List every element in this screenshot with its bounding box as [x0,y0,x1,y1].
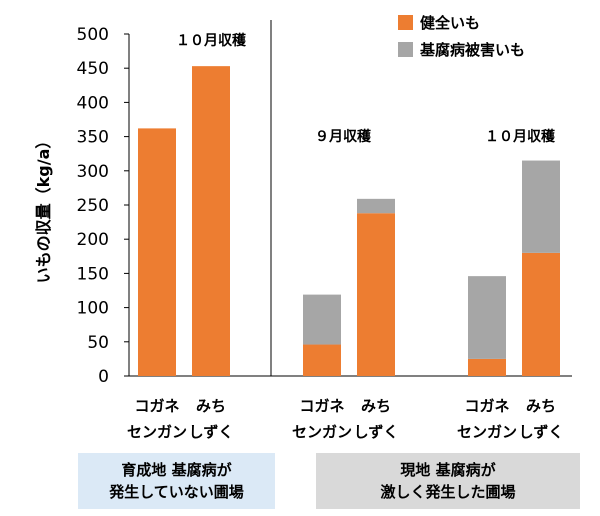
harvest-label: ９月収穫 [315,128,372,145]
bar-healthy [192,66,230,376]
legend-label: 基腐病被害いも [419,41,525,59]
y-axis: 0 50 100 150 200 250 300 350 400 450 500 [77,20,572,387]
y-tick-label: 300 [77,162,109,182]
legend-swatch [398,42,413,57]
x-tick-label: センガン [292,423,352,441]
harvest-label: １０月収穫 [176,32,247,49]
x-tick-label: センガン [457,423,517,441]
x-tick-label: しずく [519,423,564,441]
legend-swatch [398,15,413,30]
y-tick-label: 500 [77,25,109,45]
bar-diseased [468,276,506,359]
x-tick-label: みち [526,397,556,415]
x-tick-label: しずく [189,423,234,441]
y-tick-label: 450 [77,59,109,79]
x-tick-label: コガネ [464,397,509,415]
y-tick-label: 400 [77,93,109,113]
bar-diseased [522,160,560,253]
group-label-line: 発生していない圃場 [109,483,244,501]
y-tick-label: 0 [98,367,109,387]
bar-healthy [522,252,560,376]
stacked-bar-chart: 0 50 100 150 200 250 300 350 400 450 500 １０月収穫 ９月収穫… [34,14,572,441]
y-tick-label: 200 [77,230,109,250]
legend-label: 健全いも [420,14,480,32]
x-tick-label: しずく [354,423,399,441]
bar-diseased [357,198,395,214]
bar-healthy [303,344,341,376]
group-label-local-field: 現地 基腐病が 激しく発生した圃場 [316,453,580,509]
harvest-labels: １０月収穫 ９月収穫 １０月収穫 [176,32,556,145]
x-tick-label: センガン [127,423,187,441]
group-label-line: 育成地 基腐病が [121,461,232,479]
x-tick-label: コガネ [299,397,344,415]
x-tick-label: コガネ [134,397,179,415]
harvest-label: １０月収穫 [485,128,556,145]
y-tick-label: 100 [77,299,109,319]
group-label-breeding-site: 育成地 基腐病が 発生していない圃場 [78,453,275,509]
y-tick-label: 250 [77,196,109,216]
x-tick-label: みち [196,397,226,415]
group-label-line: 激しく発生した圃場 [380,483,516,501]
x-tick-label: みち [361,397,391,415]
y-tick-label: 350 [77,128,109,148]
y-tick-label: 150 [77,264,109,284]
bar-diseased [303,294,341,345]
bar-healthy [468,358,506,376]
group-label-line: 現地 基腐病が [400,461,496,479]
bar-healthy [357,213,395,376]
y-tick-label: 50 [87,333,109,353]
bar-healthy [138,128,176,376]
y-axis-label: いもの収量（kg/a） [34,133,53,284]
bars [138,66,560,376]
